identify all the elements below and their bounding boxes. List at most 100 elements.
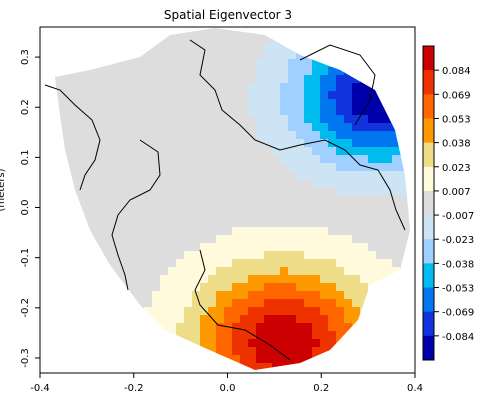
heatmap-cell <box>344 139 353 148</box>
heatmap-cell <box>168 355 177 364</box>
heatmap-cell <box>256 107 265 116</box>
heatmap-cell <box>352 107 361 116</box>
heatmap-cell <box>56 323 65 332</box>
heatmap-cell <box>328 299 337 308</box>
heatmap-cell <box>40 371 49 380</box>
heatmap-cell <box>320 363 329 370</box>
heatmap-cell <box>64 115 73 124</box>
heatmap-cell <box>384 347 393 356</box>
heatmap-cell <box>72 227 81 236</box>
heatmap-cell <box>336 315 345 324</box>
heatmap-cell <box>200 91 209 100</box>
heatmap-cell <box>384 147 393 156</box>
heatmap-cell <box>168 179 177 188</box>
heatmap-cell <box>208 59 217 68</box>
heatmap-cell <box>176 59 185 68</box>
heatmap-cell <box>40 147 49 156</box>
heatmap-cell <box>160 371 169 380</box>
heatmap-cell <box>328 99 337 108</box>
heatmap-cell <box>192 267 201 276</box>
heatmap-cell <box>224 179 233 188</box>
heatmap-cell <box>72 259 81 268</box>
heatmap-cell <box>176 139 185 148</box>
heatmap-cell <box>56 59 65 68</box>
heatmap-cell <box>96 259 105 268</box>
heatmap-cell <box>88 219 97 228</box>
heatmap-cell <box>184 347 193 356</box>
heatmap-cell <box>55 363 57 370</box>
heatmap-cell <box>256 51 265 60</box>
heatmap-cell <box>56 203 65 212</box>
heatmap-cell <box>72 75 81 84</box>
heatmap-cell <box>168 227 177 236</box>
heatmap-cell <box>160 99 169 108</box>
colorbar-label: 0.069 <box>442 90 471 101</box>
heatmap-cell <box>56 195 65 204</box>
heatmap-cell <box>144 307 153 316</box>
heatmap-cell <box>64 211 73 220</box>
heatmap-cell <box>144 323 153 332</box>
heatmap-cell <box>88 83 97 92</box>
heatmap-cell <box>304 75 313 84</box>
heatmap-cell <box>64 347 73 356</box>
heatmap-cell <box>64 171 73 180</box>
heatmap-cell <box>104 371 113 380</box>
heatmap-cell <box>344 91 353 100</box>
heatmap-cell <box>104 75 113 84</box>
heatmap-cell <box>144 75 153 84</box>
heatmap-cell <box>120 43 129 52</box>
heatmap-cell <box>312 59 321 68</box>
heatmap-cell <box>280 147 289 156</box>
heatmap-cell <box>352 43 361 52</box>
heatmap-cell <box>224 339 233 348</box>
heatmap-cell <box>296 315 305 324</box>
heatmap-cell <box>152 91 161 100</box>
heatmap-cell <box>80 43 89 52</box>
heatmap-cell <box>136 299 145 308</box>
heatmap-cell <box>248 179 257 188</box>
heatmap-cell <box>224 67 233 76</box>
heatmap-cell <box>55 291 57 300</box>
heatmap-cell <box>64 59 73 68</box>
heatmap-cell <box>96 83 105 92</box>
heatmap-cell <box>96 51 105 60</box>
heatmap-cell <box>56 299 65 308</box>
heatmap-cell <box>288 35 297 44</box>
heatmap-cell <box>192 187 201 196</box>
heatmap-cell <box>384 187 393 196</box>
heatmap-cell <box>264 155 273 164</box>
heatmap-cell <box>272 363 281 370</box>
heatmap-cell <box>176 51 185 60</box>
heatmap-cell <box>208 243 217 252</box>
heatmap-cell <box>88 347 97 356</box>
heatmap-cell <box>384 315 393 324</box>
heatmap-cell <box>192 259 201 268</box>
heatmap-cell <box>368 187 377 196</box>
heatmap-cell <box>312 171 321 180</box>
heatmap-cell <box>152 155 161 164</box>
heatmap-cell <box>136 243 145 252</box>
heatmap-cell <box>208 107 217 116</box>
heatmap-cell <box>344 83 353 92</box>
heatmap-cell <box>224 28 233 36</box>
heatmap-cell <box>224 123 233 132</box>
heatmap-cell <box>104 171 113 180</box>
heatmap-cell <box>232 171 241 180</box>
heatmap-cell <box>176 227 185 236</box>
heatmap-cell <box>56 28 65 36</box>
heatmap-cell <box>176 307 185 316</box>
heatmap-cell <box>400 155 409 164</box>
heatmap-cell <box>224 219 233 228</box>
heatmap-cell <box>312 195 321 204</box>
heatmap-cell <box>400 83 409 92</box>
x-tick-label: 0.0 <box>220 383 236 394</box>
heatmap-cell <box>96 347 105 356</box>
heatmap-cell <box>352 331 361 340</box>
heatmap-cell <box>160 195 169 204</box>
heatmap-cell <box>120 107 129 116</box>
heatmap-cell <box>160 331 169 340</box>
heatmap-cell <box>112 187 121 196</box>
heatmap-cell <box>368 243 377 252</box>
heatmap-cell <box>136 339 145 348</box>
heatmap-cell <box>160 51 169 60</box>
